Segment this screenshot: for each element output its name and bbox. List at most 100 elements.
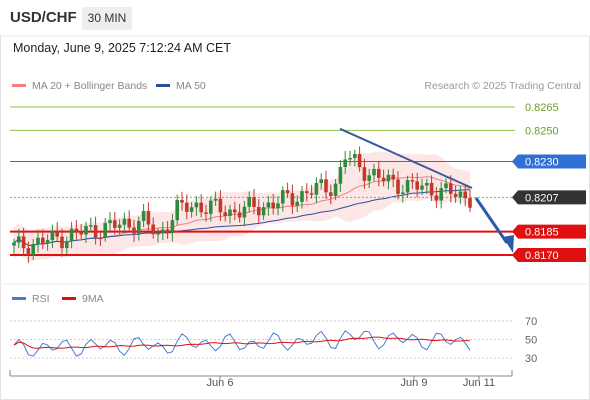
candle-body [141,210,146,221]
candle-body [295,201,299,206]
candle-body [180,199,184,203]
candle-body [146,210,151,225]
candle-body [305,191,309,194]
level-label-0: 0.8265 [525,102,559,114]
candle-body [50,230,55,241]
candle-body [300,191,304,202]
candle-body [329,192,333,196]
candle-body [31,244,35,256]
candle-body [377,168,381,178]
level-label-5: 0.8170 [525,250,559,262]
candle-body [444,183,448,189]
rsi-line [13,330,471,357]
candle-body [98,237,103,240]
candle-body [69,228,74,242]
level-label-3: 0.8207 [525,192,559,204]
candle-body [237,212,242,218]
candle-body [213,198,218,201]
candle-body [453,193,458,197]
ma50-label: MA 50 [176,80,206,92]
candle-body [261,207,266,216]
rsi-label: RSI [32,293,50,305]
rsi-tick-30: 30 [525,353,537,365]
credit-text: Research © 2025 Trading Central [424,80,581,92]
legend-ma20: MA 20 + Bollinger Bands [12,80,147,92]
candle-body [401,192,405,194]
ma20-label: MA 20 + Bollinger Bands [32,80,148,92]
candle-body [324,179,328,193]
candle-body [257,207,261,216]
level-tag-3 [512,190,586,205]
rsi-tick-70: 70 [525,316,537,328]
candle-body [343,159,347,167]
rsi-tick-50: 50 [525,335,537,347]
candle-body [271,202,275,209]
level-tag-4 [512,224,586,239]
candle-body [185,202,189,212]
candle-body [170,220,175,233]
timestamp: Monday, June 9, 2025 7:12:24 AM CET [13,41,231,55]
level-tag-2 [512,154,586,169]
candle-body [132,227,136,234]
candle-body [113,220,117,228]
legend-ma50: MA 50 [156,80,206,92]
candle-body [410,180,415,182]
candle-body [353,154,357,158]
candle-body [348,157,352,160]
header-bar: USD/CHF 30 MIN [0,0,590,36]
9ma-swatch [62,296,76,300]
candle-body [458,191,463,197]
candle-body [372,168,376,176]
candle-body [55,230,59,237]
rsi-ma-line [13,336,470,349]
candle-body [156,232,160,235]
candle-body [189,207,194,212]
candle-body [93,225,98,238]
candle-body [242,206,247,218]
candle-body [429,182,434,196]
level-label-1: 0.8250 [525,125,559,137]
candle-body [434,195,439,201]
9ma-label: 9MA [82,293,104,305]
candle-body [151,224,155,235]
bollinger-band [14,151,470,262]
candle-body [439,188,443,201]
candle-body [103,223,107,238]
candle-body [194,202,199,208]
legend-9ma: 9MA [62,293,104,305]
candle-body [117,224,122,228]
level-tag-5 [512,248,586,262]
candle-body [175,199,179,221]
candle-body [290,193,295,206]
candle-body [45,240,50,244]
candle-body [405,180,410,193]
ma50-line [13,189,470,247]
x-tick-label-1: Jun 9 [401,377,428,389]
candle-body [41,237,45,244]
candle-body [60,236,64,249]
symbol-title: USD/CHF [10,9,77,26]
candle-body [314,182,319,195]
candle-body [449,183,453,194]
candle-body [367,175,371,181]
candle-body [122,218,127,225]
level-label-2: 0.8230 [525,157,559,169]
legend-rsi: RSI [12,293,50,305]
candle-body [309,193,314,195]
candle-body [127,218,131,228]
candle-body [319,179,323,183]
timeframe-button[interactable]: 30 MIN [82,7,132,30]
candle-body [463,191,467,199]
candle-body [79,231,83,235]
candle-body [357,154,362,168]
candle-body [233,209,237,213]
ma50-swatch [156,83,170,87]
candle-body [266,202,271,208]
level-label-4: 0.8185 [525,227,559,239]
candle-body [391,174,395,180]
candle-body [285,190,290,194]
candle-body [386,174,391,182]
candle-body [338,166,343,184]
trendline [339,127,473,189]
